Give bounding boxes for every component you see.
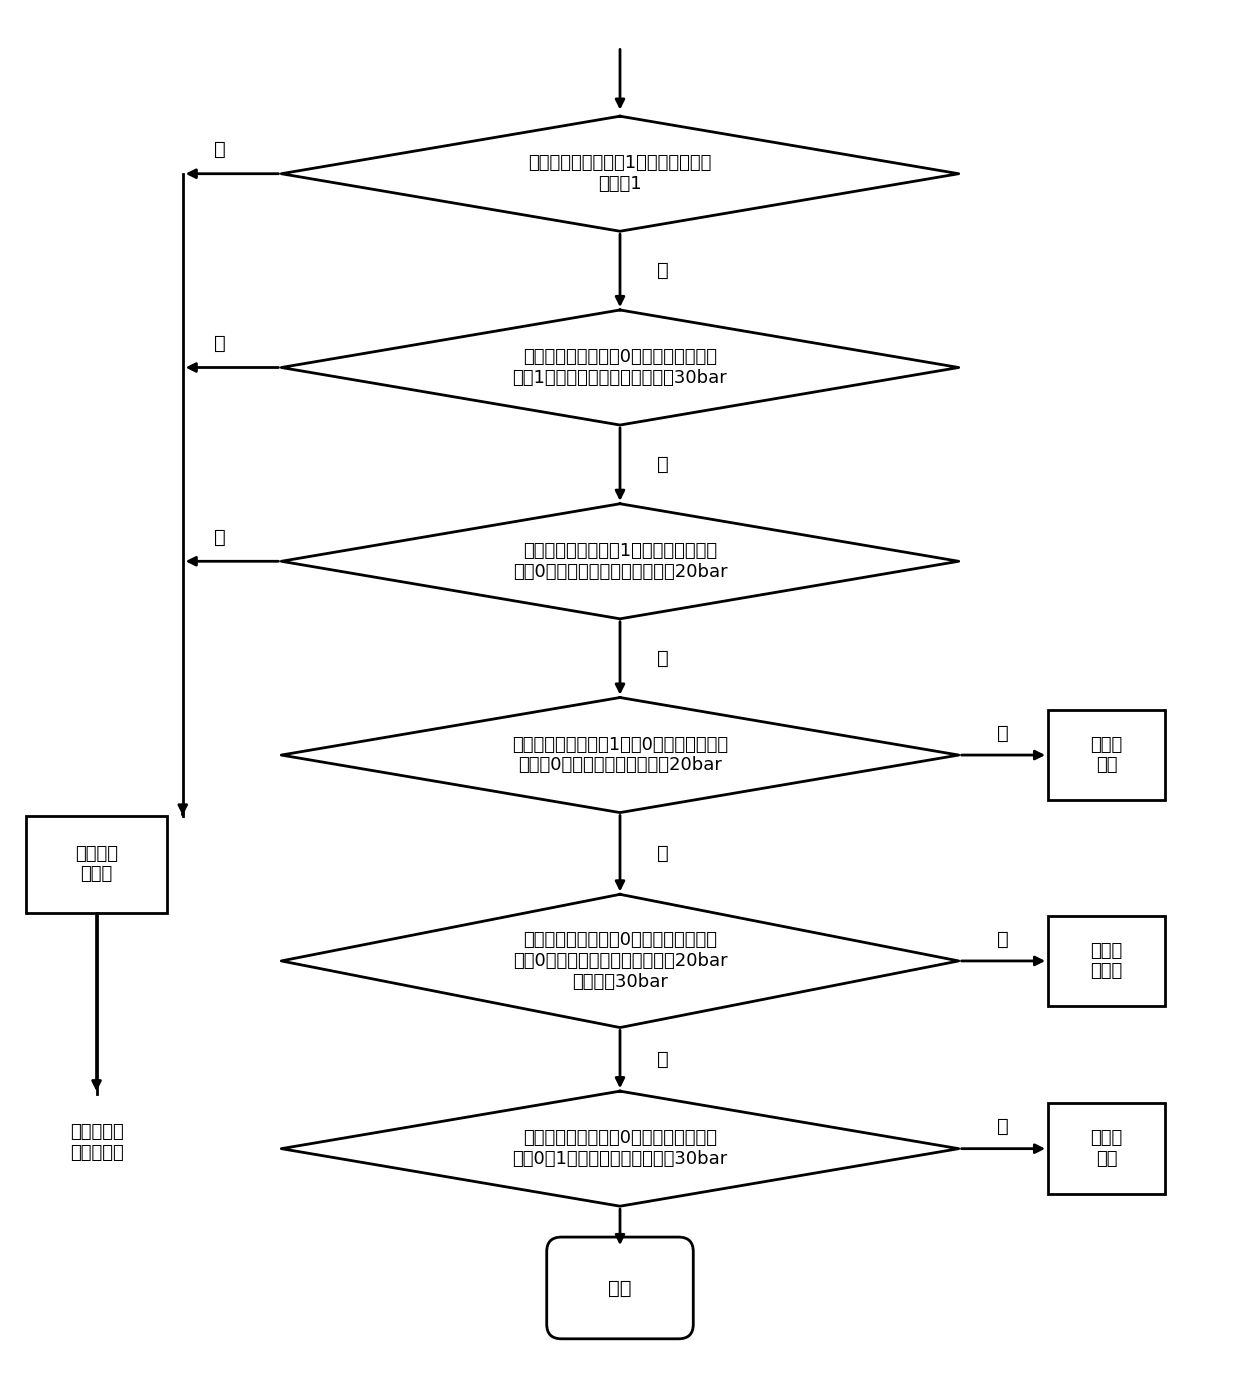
Text: 离合器高位开关等于0，离合器低位开关
等于0或1且离合器管路压力大于30bar: 离合器高位开关等于0，离合器低位开关 等于0或1且离合器管路压力大于30bar — [512, 1129, 728, 1168]
Text: 是: 是 — [997, 1117, 1009, 1136]
Text: 是: 是 — [213, 528, 226, 546]
Text: 否: 否 — [657, 1050, 668, 1070]
Text: 结束: 结束 — [609, 1278, 631, 1297]
Text: 否: 否 — [657, 454, 668, 474]
Bar — [1048, 915, 1166, 1007]
Bar — [1048, 1103, 1166, 1195]
Text: 是: 是 — [213, 140, 226, 158]
Text: 离合器位
置错误: 离合器位 置错误 — [76, 845, 118, 883]
Text: 是: 是 — [997, 929, 1009, 949]
Text: 是: 是 — [997, 724, 1009, 743]
Text: 离合器高位开关等于0，离合器低位开关
等于1且离合器管路压力小于等于30bar: 离合器高位开关等于0，离合器低位开关 等于1且离合器管路压力小于等于30bar — [512, 349, 728, 388]
Text: 离合器高位开关等于1且离合器低位开
关等于1: 离合器高位开关等于1且离合器低位开 关等于1 — [528, 154, 712, 193]
Text: 是: 是 — [213, 333, 226, 353]
Text: 离合器高位开关等于1，离合器低位开关
等于0且离合器管路压力大于等于20bar: 离合器高位开关等于1，离合器低位开关 等于0且离合器管路压力大于等于20bar — [512, 542, 728, 581]
Text: 否: 否 — [657, 845, 668, 863]
FancyBboxPatch shape — [547, 1238, 693, 1339]
Text: 此时判定离
合器位分离: 此时判定离 合器位分离 — [69, 1124, 124, 1163]
Text: 离合器高位开关等于0，离合器低位开关
等于0且离合器管路压力大于等于20bar
小于等于30bar: 离合器高位开关等于0，离合器低位开关 等于0且离合器管路压力大于等于20bar … — [512, 931, 728, 990]
Text: 离合器
半离合: 离合器 半离合 — [1090, 942, 1122, 981]
Text: 否: 否 — [657, 649, 668, 668]
Text: 否: 否 — [657, 261, 668, 281]
Text: 离合器
分离: 离合器 分离 — [1090, 1129, 1122, 1168]
Bar — [1048, 710, 1166, 800]
Text: 离合器
接合: 离合器 接合 — [1090, 736, 1122, 775]
Text: 离合器高位开关等于1或者0，离合器低位开
关等于0且离合器管路压力小于20bar: 离合器高位开关等于1或者0，离合器低位开 关等于0且离合器管路压力小于20bar — [512, 736, 728, 775]
Bar — [26, 815, 167, 913]
